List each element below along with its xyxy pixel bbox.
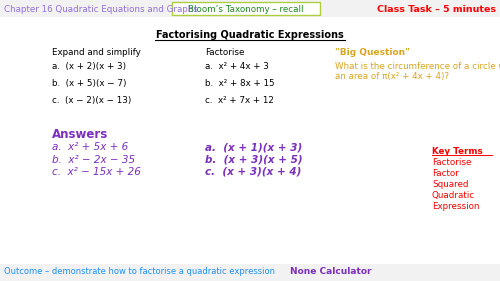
Text: Chapter 16 Quadratic Equations and Graphs: Chapter 16 Quadratic Equations and Graph… bbox=[4, 4, 198, 13]
Text: Bloom’s Taxonomy – recall: Bloom’s Taxonomy – recall bbox=[188, 4, 304, 13]
Text: Factorising Quadratic Expressions: Factorising Quadratic Expressions bbox=[156, 30, 344, 40]
Text: "Big Question": "Big Question" bbox=[335, 48, 410, 57]
Text: Squared: Squared bbox=[432, 180, 469, 189]
Text: a.  (x + 2)(x + 3): a. (x + 2)(x + 3) bbox=[52, 62, 126, 71]
Text: a.  x² + 5x + 6: a. x² + 5x + 6 bbox=[52, 142, 128, 152]
Text: c.  (x + 3)(x + 4): c. (x + 3)(x + 4) bbox=[205, 167, 302, 177]
Text: a.  (x + 1)(x + 3): a. (x + 1)(x + 3) bbox=[205, 142, 302, 152]
Text: Quadratic: Quadratic bbox=[432, 191, 475, 200]
Text: Factor: Factor bbox=[432, 169, 459, 178]
Text: c.  (x − 2)(x − 13): c. (x − 2)(x − 13) bbox=[52, 96, 132, 105]
Text: b.  x² − 2x − 35: b. x² − 2x − 35 bbox=[52, 155, 135, 165]
Bar bbox=[0, 264, 500, 281]
Text: a.  x² + 4x + 3: a. x² + 4x + 3 bbox=[205, 62, 269, 71]
Text: b.  (x + 3)(x + 5): b. (x + 3)(x + 5) bbox=[205, 155, 302, 165]
Text: Factorise: Factorise bbox=[205, 48, 244, 57]
Bar bbox=[0, 0, 500, 17]
Text: Expand and simplify: Expand and simplify bbox=[52, 48, 141, 57]
Text: b.  x² + 8x + 15: b. x² + 8x + 15 bbox=[205, 79, 274, 88]
Text: b.  (x + 5)(x − 7): b. (x + 5)(x − 7) bbox=[52, 79, 127, 88]
Text: Key Terms: Key Terms bbox=[432, 147, 483, 156]
Text: What is the circumference of a circle with
an area of π(x² + 4x + 4)?: What is the circumference of a circle wi… bbox=[335, 62, 500, 81]
Text: c.  x² + 7x + 12: c. x² + 7x + 12 bbox=[205, 96, 274, 105]
Text: c.  x² − 15x + 26: c. x² − 15x + 26 bbox=[52, 167, 141, 177]
Text: Answers: Answers bbox=[52, 128, 108, 141]
Text: None Calculator: None Calculator bbox=[290, 268, 372, 277]
FancyBboxPatch shape bbox=[172, 2, 320, 15]
Text: Expression: Expression bbox=[432, 202, 480, 211]
Text: Factorise: Factorise bbox=[432, 158, 472, 167]
Text: Class Task – 5 minutes: Class Task – 5 minutes bbox=[377, 4, 496, 13]
Text: Outcome – demonstrate how to factorise a quadratic expression: Outcome – demonstrate how to factorise a… bbox=[4, 268, 275, 277]
